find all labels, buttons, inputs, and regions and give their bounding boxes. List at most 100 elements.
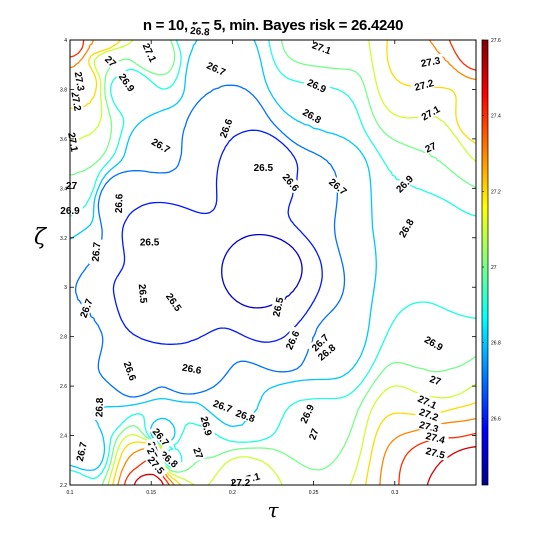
contour-label-background [215,114,235,142]
contour-label-background [250,161,276,173]
contour-label-background [92,394,105,421]
y-tick-label: 2.6 [60,384,67,390]
x-axis-label: τ [267,498,279,522]
contour-label: 27.2 [68,87,85,115]
contour-label: 27.4 [421,428,450,447]
contour-label: 26.7 [202,57,231,79]
contour-label-background [121,357,141,385]
contour-label: 27 [305,425,322,443]
contour-label: 26.7 [209,396,237,416]
y-tick-label: 3 [64,285,67,291]
contour-label-background [413,391,442,412]
x-tick-label: 0.2 [229,490,236,496]
contour-line-26-5 [221,233,303,309]
contour-label-background [269,293,286,321]
contour-line-27 [70,40,476,485]
contour-line-26-8 [70,40,377,472]
contour-label: 27.1 [139,38,161,67]
y-tick-label: 3.4 [60,186,67,192]
y-axis-label: ζ [34,225,46,250]
contour-label-background [156,446,183,472]
contour-label-background [410,75,438,94]
contour-label-text: 27.5 [424,446,446,462]
contour-label-text: 26.7 [91,241,104,262]
contour-label-text: 27.2 [231,478,251,489]
contour-label: 26.5 [162,288,187,316]
contour-label: 27 [64,179,79,192]
contour-label-background [420,331,448,354]
contour-label-background [281,326,303,354]
contour-label-text: 26.8 [234,408,256,425]
contour-lines [70,40,476,485]
contour-label-background [421,428,450,446]
contour-label-text: 27 [424,141,439,156]
contour-label-text: 26.6 [121,360,138,382]
contour-label-background [178,360,206,376]
contour-label: 26.8 [92,394,106,421]
contour-label: 26.7 [88,238,104,265]
contour-label-background [115,68,139,96]
contour-label: 26.9 [198,412,216,440]
contour-label-background [278,168,304,196]
contour-label-background [147,134,175,157]
contour-label-background [162,288,187,316]
contour-label-background [308,37,336,57]
contour-label: 27 [421,138,440,156]
contour-label-text: 26.6 [218,117,235,139]
y-tick-label: 3.2 [60,236,67,242]
contour-label-background [76,294,96,322]
contour-label: 26.9 [296,399,317,428]
contour-label-background [227,476,254,488]
contour-label: 27.3 [416,53,444,70]
contour-line-26-9 [70,40,476,480]
contour-label-background [137,280,151,307]
y-tick-label: 3.6 [60,137,67,143]
contour-label: 27 [427,372,445,388]
contour-label-background [148,423,174,450]
contour-label: 26.7 [72,437,90,466]
contour-label-background [139,38,161,67]
contour-label-text: 27.3 [72,71,86,93]
contour-label-text: 27.4 [424,431,446,447]
colorbar-tick-label: 27.6 [491,38,501,44]
contour-label-background [298,104,326,127]
y-axis-ticks: 2.2 2.4 2.6 2.8 3 3.2 3.4 3.6 3.8 4 [60,38,476,489]
colorbar-tick-label: 26.6 [491,416,501,422]
contour-line-27-1 [70,40,476,485]
contour-line-27-3 [70,40,476,485]
contour-label-group: 26.5 26.5 26.5 26.5 26.5 26.6 26.6 26.6 26.6 26.6… [57,24,450,489]
colorbar-tick-label: 27.4 [491,114,501,120]
contour-label-background [72,67,88,95]
colorbar [481,39,489,486]
contour-label: 26.9 [391,170,418,197]
contour-label: 26.8 [298,104,326,127]
y-tick-label: 4 [64,38,67,44]
contour-label-background [69,87,85,115]
contour-label-text: 27 [307,427,321,442]
contour-label: 27.1 [416,101,444,124]
contour-label: 27.5 [421,443,450,462]
contour-label-background [416,101,444,124]
x-axis-ticks: 0.1 0.15 0.2 0.25 0.3 [67,40,398,496]
contour-label-text: 27 [428,374,443,388]
x-tick-label: 0.25 [309,490,319,496]
contour-label: 26.7 [147,134,175,157]
contour-line-26-6 [112,129,323,345]
contour-label-background [186,24,214,38]
contour-label-text: 27 [66,181,78,192]
contour-label-background [415,404,443,424]
contour-line-26-7 [74,84,346,398]
x-tick-label: 0.3 [391,490,398,496]
contour-line-27-4 [70,40,476,485]
contour-label: 27.3 [72,67,88,95]
contour-label: 26.5 [250,161,276,174]
contour-label: 27.1 [308,37,336,57]
colorbar-tick-label: 26.8 [491,341,501,347]
contour-label: 26.9 [420,331,448,354]
contour-label-background [191,444,207,462]
contour-label: 26.6 [178,360,206,377]
colorbar-ticks: 26.6 26.8 27 27.2 27.4 27.6 [482,38,501,422]
y-tick-label: 2.4 [60,434,67,440]
